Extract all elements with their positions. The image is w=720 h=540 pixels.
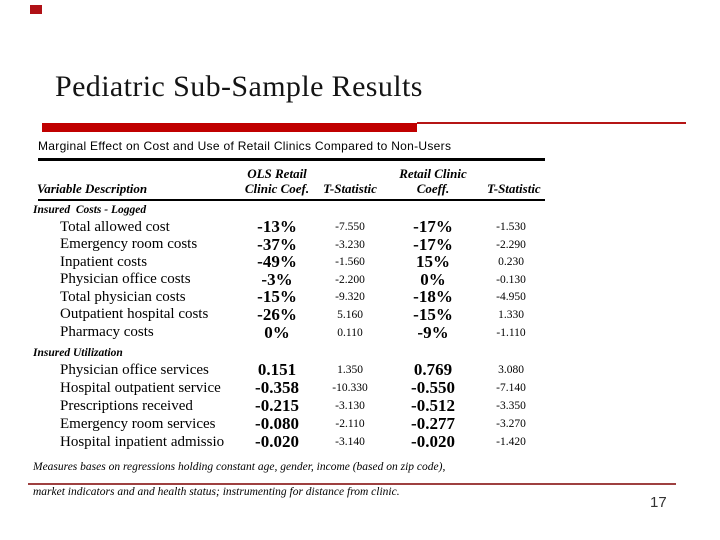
t-statistic-value: 1.350 <box>337 364 363 377</box>
ols-coef-value: -49% <box>257 252 297 272</box>
ols-coef-value: -0.080 <box>255 414 299 434</box>
table-row: Physician office costs -3% -2.200 0% -0.… <box>33 269 548 289</box>
row-label: Total allowed cost <box>60 218 170 235</box>
t-statistic-value: -2.290 <box>496 238 526 251</box>
title-underline-bar <box>42 122 686 132</box>
row-label: Physician office services <box>60 361 209 378</box>
retail-coef-value: -17% <box>413 217 453 236</box>
row-label: Hospital outpatient service <box>60 379 221 396</box>
t-statistic-value: -1.110 <box>496 326 526 339</box>
header-ols-retail-clinic-coef: OLS Retail Clinic Coef. <box>233 166 321 197</box>
section-label-insured-costs: Insured Costs - Logged <box>33 204 147 216</box>
t-statistic-value: 0.110 <box>337 326 363 339</box>
retail-coef-value: -0.512 <box>411 396 455 416</box>
table-row: Outpatient hospital costs -26% 5.160 -15… <box>33 304 548 324</box>
t-statistic-value: -4.950 <box>496 291 526 304</box>
t-statistic-value: -0.130 <box>496 273 526 286</box>
header-variable-description: Variable Description <box>37 181 148 196</box>
table-top-rule <box>38 158 545 161</box>
t-statistic-value: -7.140 <box>496 382 526 395</box>
ols-coef-value: -15% <box>257 287 297 307</box>
table-row: Total physician costs -15% -9.320 -18% -… <box>33 287 548 307</box>
header-t-statistic-2: T-Statistic <box>487 181 541 196</box>
table-row: Pharmacy costs 0% 0.110 -9% -1.110 <box>33 322 548 342</box>
t-statistic-value: 0.230 <box>498 256 524 269</box>
t-statistic-value: -3.230 <box>335 238 365 251</box>
ols-coef-value: -0.358 <box>255 378 299 398</box>
table-row: Physician office services 0.151 1.350 0.… <box>33 360 548 380</box>
retail-coef-value: -18% <box>413 287 453 307</box>
table-footnote-line2: market indicators and and health status;… <box>33 486 400 498</box>
retail-coef-value: 15% <box>416 252 450 272</box>
row-label: Inpatient costs <box>60 253 148 270</box>
header-retail-line1: Retail Clinic <box>399 166 467 181</box>
row-label: Pharmacy costs <box>60 324 154 341</box>
table-row: Total allowed cost -13% -7.550 -17% -1.5… <box>33 217 548 236</box>
t-statistic-value: -2.110 <box>335 418 365 431</box>
row-label: Hospital inpatient admissio <box>60 433 225 450</box>
ols-coef-value: -37% <box>257 234 297 254</box>
table-row: Emergency room services -0.080 -2.110 -0… <box>33 414 548 434</box>
t-statistic-value: -2.200 <box>335 273 365 286</box>
t-statistic-value: -3.270 <box>496 418 526 431</box>
t-statistic-value: -1.420 <box>496 436 526 449</box>
corner-accent-mark <box>30 5 42 14</box>
t-statistic-value: 3.080 <box>498 364 524 377</box>
row-label: Emergency room services <box>60 415 216 432</box>
ols-coef-value: -13% <box>257 217 297 236</box>
row-label: Total physician costs <box>60 288 186 305</box>
t-statistic-value: -10.330 <box>332 382 368 395</box>
t-statistic-value: -3.140 <box>335 436 365 449</box>
retail-coef-value: -0.020 <box>411 432 455 452</box>
table-header-row: Variable Description OLS Retail Clinic C… <box>33 163 541 197</box>
table-header-rule <box>38 199 545 201</box>
footer-red-line <box>28 483 676 485</box>
table-row: Prescriptions received -0.215 -3.130 -0.… <box>33 396 548 416</box>
t-statistic-value: -1.560 <box>335 256 365 269</box>
table-body: Insured Costs - Logged Total allowed cos… <box>33 203 548 452</box>
row-label: Emergency room costs <box>60 236 198 253</box>
ols-coef-value: 0% <box>264 322 290 342</box>
t-statistic-value: -7.550 <box>335 221 365 233</box>
ols-coef-value: -26% <box>257 304 297 324</box>
header-ols-line2: Clinic Coef. <box>244 181 310 196</box>
header-retail-line2: Coeff. <box>416 181 450 196</box>
title-underline-thick-segment <box>42 123 417 132</box>
retail-coef-value: -15% <box>413 304 453 324</box>
ols-coef-value: -0.020 <box>255 432 299 452</box>
retail-coef-value: -0.277 <box>411 414 455 434</box>
header-retail-clinic-coeff: Retail Clinic Coeff. <box>379 166 487 197</box>
table-row: Inpatient costs -49% -1.560 15% 0.230 <box>33 252 548 272</box>
table-footnote-line1: Measures bases on regressions holding co… <box>33 461 446 473</box>
retail-coef-value: -9% <box>417 322 449 342</box>
row-label: Physician office costs <box>60 271 191 288</box>
ols-coef-value: 0.151 <box>257 360 297 380</box>
retail-coef-value: -17% <box>413 234 453 254</box>
title-underline-thin-segment <box>417 122 686 124</box>
retail-coef-value: 0.769 <box>413 360 453 380</box>
retail-coef-value: 0% <box>420 269 446 289</box>
ols-coef-value: -3% <box>261 269 293 289</box>
table-row: Hospital inpatient admissio -0.020 -3.14… <box>33 432 548 452</box>
row-label: Outpatient hospital costs <box>60 306 209 323</box>
t-statistic-value: 1.330 <box>498 308 524 321</box>
table-row: Hospital outpatient service -0.358 -10.3… <box>33 378 548 398</box>
ols-coef-value: -0.215 <box>255 396 299 416</box>
t-statistic-value: 5.160 <box>337 308 363 321</box>
t-statistic-value: -3.130 <box>335 400 365 413</box>
header-t-statistic-1: T-Statistic <box>323 181 377 196</box>
t-statistic-value: -9.320 <box>335 291 365 304</box>
slide-title: Pediatric Sub-Sample Results <box>55 70 423 103</box>
page-number: 17 <box>650 494 667 511</box>
header-ols-line1: OLS Retail <box>247 166 307 181</box>
table-row: Emergency room costs -37% -3.230 -17% -2… <box>33 234 548 254</box>
t-statistic-value: -3.350 <box>496 400 526 413</box>
retail-coef-value: -0.550 <box>411 378 455 398</box>
t-statistic-value: -1.530 <box>496 221 526 233</box>
section-label-insured-utilization: Insured Utilization <box>33 347 123 360</box>
table-title: Marginal Effect on Cost and Use of Retai… <box>38 139 452 153</box>
row-label: Prescriptions received <box>60 397 193 414</box>
